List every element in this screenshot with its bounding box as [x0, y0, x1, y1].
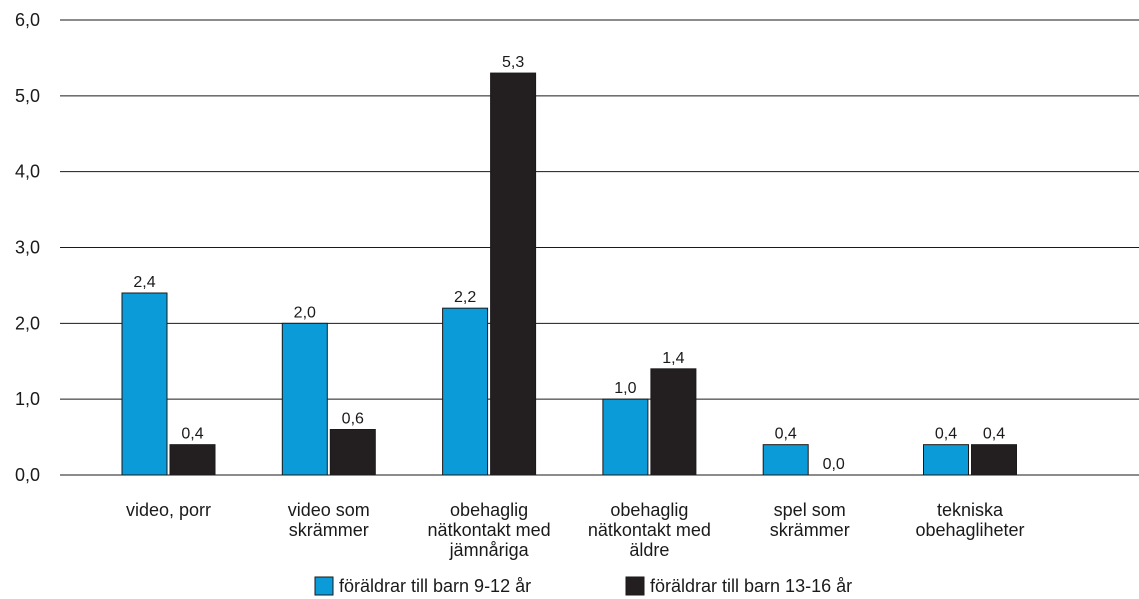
data-labels: 2,4 0,4 2,0 0,6 2,2 5,3 1,0 1,4 0,4 0,0 0,4 0,4 [133, 54, 1005, 473]
data-label: 2,2 [454, 289, 476, 306]
bar [169, 444, 216, 476]
data-label: 0,4 [935, 426, 957, 443]
y-tick-label: 2,0 [15, 313, 40, 333]
legend-swatch [314, 576, 334, 596]
bar [762, 444, 809, 476]
bar [121, 292, 168, 476]
category-label: nätkontakt med [588, 520, 711, 540]
legend-label: föräldrar till barn 13-16 år [650, 576, 852, 596]
category-label: äldre [629, 540, 669, 560]
bar [329, 429, 376, 476]
bar [971, 444, 1017, 476]
data-label: 0,0 [823, 456, 845, 473]
data-label: 2,4 [133, 274, 155, 291]
legend: föräldrar till barn 9-12 år föräldrar til… [314, 576, 852, 596]
bar [923, 444, 969, 476]
data-label: 2,0 [294, 304, 316, 321]
category-label: obehaglig [450, 500, 528, 520]
bars [121, 72, 1017, 476]
y-tick-label: 5,0 [15, 86, 40, 106]
category-label: jämnåriga [449, 540, 530, 560]
bar [490, 72, 537, 476]
data-label: 0,4 [775, 426, 797, 443]
bar [442, 307, 489, 476]
bar [650, 368, 697, 476]
legend-label: föräldrar till barn 9-12 år [339, 576, 531, 596]
category-labels: video, porr video somskrämmerobehaglignät… [126, 500, 1025, 560]
y-tick-label: 6,0 [15, 10, 40, 30]
category-label: tekniska [937, 500, 1004, 520]
y-axis-ticks: 0,0 1,0 2,0 3,0 4,0 5,0 6,0 [15, 10, 40, 485]
category-label: obehaglig [610, 500, 688, 520]
y-tick-label: 4,0 [15, 162, 40, 182]
gridlines [60, 19, 1139, 476]
data-label: 1,4 [662, 350, 684, 367]
legend-swatch [625, 576, 645, 596]
data-label: 0,4 [181, 426, 203, 443]
data-label: 0,4 [983, 426, 1005, 443]
category-label: skrämmer [770, 520, 850, 540]
category-label: obehagliheter [915, 520, 1024, 540]
data-label: 5,3 [502, 54, 524, 71]
category-label: video, porr [126, 500, 211, 520]
category-label: video som [288, 500, 370, 520]
y-tick-label: 0,0 [15, 465, 40, 485]
category-label: spel som [774, 500, 846, 520]
bar [281, 322, 328, 476]
bar [602, 398, 649, 476]
category-label: skrämmer [289, 520, 369, 540]
data-label: 0,6 [342, 411, 364, 428]
data-label: 1,0 [614, 380, 636, 397]
y-tick-label: 1,0 [15, 389, 40, 409]
category-label: nätkontakt med [428, 520, 551, 540]
y-tick-label: 3,0 [15, 238, 40, 258]
